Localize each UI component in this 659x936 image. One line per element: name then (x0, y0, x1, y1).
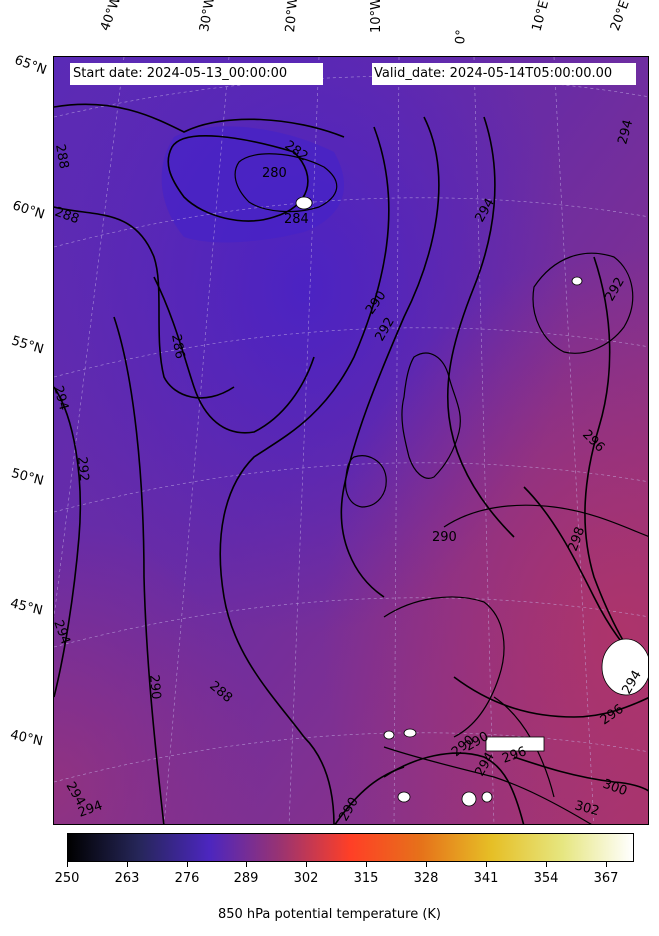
contour-label: 288 (54, 205, 81, 228)
contour-label: 280 (262, 166, 287, 181)
lon-label-20e: 20°E (607, 0, 633, 34)
missing-patch-italy (485, 736, 545, 752)
colorbar-tick (67, 862, 68, 867)
contour-290-main (219, 126, 390, 824)
contour-294-south (383, 752, 525, 824)
contour-294-ne (446, 116, 515, 538)
colorbar-tick (426, 862, 427, 867)
europe-coast (383, 504, 648, 824)
map-panel: 288 280 282 284 288 286 290 292 294 294 … (53, 56, 649, 825)
colorbar-tick-label: 354 (533, 871, 559, 886)
contour-label: 294 (54, 384, 71, 412)
contour-292 (340, 116, 440, 598)
colorbar-tick (187, 862, 188, 867)
contour-290-south (334, 766, 405, 824)
contour-label: 290 (432, 530, 457, 545)
colorbar-tick-label: 263 (114, 871, 140, 886)
contour-label: 290 (146, 674, 163, 700)
lat-label-55n: 55°N (9, 333, 46, 358)
colorbar-tick (366, 862, 367, 867)
colorbar-tick-label: 315 (353, 871, 379, 886)
colorbar-tick-label: 341 (473, 871, 499, 886)
cold-pool (161, 126, 344, 243)
colorbar-label-text: 850 hPa potential temperature (K) (217, 907, 441, 922)
valid-date-text: Valid_date: 2024-05-14T05:00:00.00 (374, 66, 613, 81)
lat-label-65n: 65°N (12, 52, 49, 79)
coastlines (234, 153, 648, 824)
contour-label: 292 (74, 456, 91, 482)
missing-patch-spain-a (383, 730, 395, 740)
contour-label: 288 (54, 143, 71, 170)
contour-284 (167, 135, 309, 222)
colorbar-tick-label: 367 (593, 871, 619, 886)
lon-label-40w: 40°W (97, 0, 125, 33)
contour-296 (584, 256, 648, 677)
colorbar (67, 833, 634, 862)
colorbar-tick (127, 862, 128, 867)
valid-date-box: Valid_date: 2024-05-14T05:00:00.00 (372, 63, 636, 85)
ireland-coast (344, 455, 387, 508)
colorbar-tick (306, 862, 307, 867)
lat-label-45n: 45°N (8, 596, 45, 619)
field-warm-southwest (54, 57, 648, 824)
lon-label-0: 0° (453, 28, 470, 45)
potential-temperature-map: 288 280 282 284 288 286 290 292 294 294 … (54, 57, 648, 824)
missing-data-patches (295, 196, 648, 807)
contours (54, 103, 648, 824)
contour-288-north (54, 103, 345, 138)
colorbar-tick (606, 862, 607, 867)
graticule (54, 57, 648, 824)
colorbar-tick-label: 250 (54, 871, 80, 886)
missing-patch-norway (571, 276, 583, 286)
colorbar-label: 850 hPa potential temperature (K) (0, 907, 659, 922)
contour-290-west (113, 316, 165, 824)
lon-label-10w: 10°W (369, 0, 384, 33)
lon-label-30w: 30°W (197, 0, 219, 34)
contour-296-south (453, 676, 648, 718)
start-date-box: Start date: 2024-05-13_00:00:00 (70, 63, 323, 85)
missing-patch-med-a (461, 791, 477, 807)
lon-label-10e: 10°E (529, 0, 553, 34)
colorbar-tick (546, 862, 547, 867)
contour-300 (513, 756, 648, 792)
lat-label-40n: 40°N (8, 727, 45, 750)
colorbar-tick-label: 276 (174, 871, 200, 886)
colorbar-tick-label: 289 (233, 871, 259, 886)
colorbar-tick (246, 862, 247, 867)
contour-label: 302 (573, 798, 601, 819)
contour-288-west (54, 206, 235, 399)
contour-label: 294 (615, 118, 636, 146)
start-date-text: Start date: 2024-05-13_00:00:00 (73, 66, 288, 81)
contour-286 (153, 276, 315, 434)
missing-patch-med-b (481, 791, 493, 803)
missing-patch-med-c (397, 791, 411, 803)
lat-label-60n: 60°N (10, 198, 47, 223)
scandinavia-coast (532, 252, 634, 354)
missing-patch-alps (601, 638, 648, 696)
contour-label: 286 (168, 333, 187, 360)
colorbar-tick-label: 328 (413, 871, 439, 886)
colorbar-tick-label: 302 (293, 871, 319, 886)
missing-patch-spain-b (403, 728, 417, 738)
contour-294-west (54, 386, 82, 698)
missing-patch-iceland (295, 196, 313, 210)
colorbar-tick (486, 862, 487, 867)
lon-label-20w: 20°W (283, 0, 302, 33)
contour-label: 284 (284, 212, 309, 227)
iceland-coast (234, 153, 338, 213)
lat-label-50n: 50°N (9, 466, 46, 489)
